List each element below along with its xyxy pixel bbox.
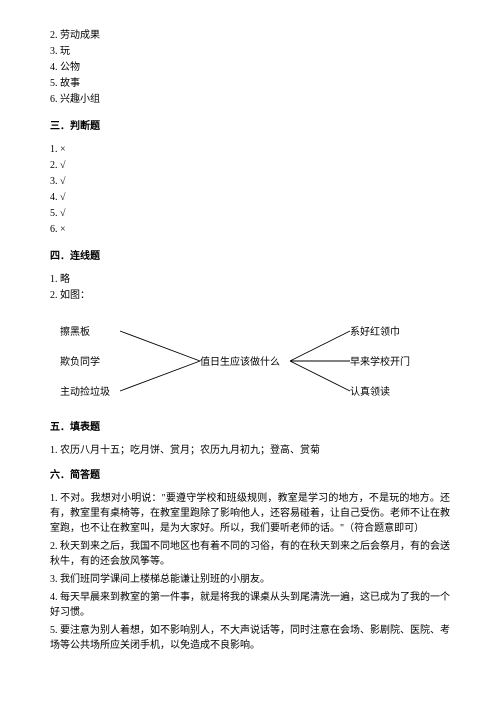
match-diagram: 擦黑板 欺负同学 主动捡垃圾 值日生应该做什么 系好红领巾 早来学校开门 认真领… — [50, 315, 450, 410]
item-text: 玩 — [60, 46, 70, 57]
list-item: 6. × — [50, 222, 450, 237]
section6-title: 六．简答题 — [50, 468, 450, 483]
judge-mark: √ — [60, 176, 66, 187]
answer-para: 4. 每天早晨来到教室的第一件事，就是将我的课桌从头到尾清洗一遍，这已成为了我的… — [50, 590, 450, 620]
answer-para: 1. 不对。我想对小明说："要遵守学校和班级规则，教室是学习的地方，不是玩的地方… — [50, 491, 450, 536]
item-text: 兴趣小组 — [60, 94, 100, 105]
item-num: 5. — [50, 208, 58, 219]
section4-title: 四．连线题 — [50, 249, 450, 264]
item-text: 故事 — [60, 78, 80, 89]
item-num: 3. — [50, 176, 58, 187]
list-item: 1. 略 — [50, 272, 450, 287]
item-num: 2. — [50, 160, 58, 171]
section5-title: 五．填表题 — [50, 420, 450, 435]
match-list: 1. 略 2. 如图： — [50, 272, 450, 303]
judge-mark: × — [60, 144, 66, 155]
item-num: 1. — [50, 144, 58, 155]
item-text: 公物 — [60, 62, 80, 73]
diag-left-label: 擦黑板 — [60, 325, 90, 340]
list-item: 2. 如图： — [50, 288, 450, 303]
item-num: 4. — [50, 62, 58, 73]
diag-right-label: 系好红领巾 — [350, 325, 400, 340]
diag-right-label: 早来学校开门 — [350, 355, 410, 370]
list-item: 5. √ — [50, 206, 450, 221]
fill-line: 1. 农历八月十五；吃月饼、赏月；农历九月初九；登高、赏菊 — [50, 443, 450, 458]
diag-left-label: 主动捡垃圾 — [60, 385, 110, 400]
list-item: 5. 故事 — [50, 76, 450, 91]
judge-mark: √ — [60, 160, 66, 171]
diag-line — [290, 361, 350, 391]
list-item: 3. 玩 — [50, 44, 450, 59]
answer-para: 2. 秋天到来之后，我国不同地区也有着不同的习俗，有的在秋天到来之后会祭月，有的… — [50, 539, 450, 569]
answer-para: 5. 要注意为别人着想，如不影响别人，不大声说话等，同时注意在会场、影剧院、医院… — [50, 623, 450, 653]
list-item: 4. √ — [50, 190, 450, 205]
diag-line — [290, 331, 350, 361]
item-num: 5. — [50, 78, 58, 89]
judge-mark: √ — [60, 192, 66, 203]
list-item: 2. √ — [50, 158, 450, 173]
judge-mark: × — [60, 224, 66, 235]
diag-left-label: 欺负同学 — [60, 355, 100, 370]
diag-line — [120, 361, 200, 391]
item-num: 3. — [50, 46, 58, 57]
item-num: 6. — [50, 224, 58, 235]
item-num: 2. — [50, 30, 58, 41]
judge-mark: √ — [60, 208, 66, 219]
top-list: 2. 劳动成果 3. 玩 4. 公物 5. 故事 6. 兴趣小组 — [50, 28, 450, 107]
diag-center-label: 值日生应该做什么 — [200, 355, 280, 370]
list-item: 1. × — [50, 142, 450, 157]
list-item: 2. 劳动成果 — [50, 28, 450, 43]
item-num: 4. — [50, 192, 58, 203]
section3-title: 三．判断题 — [50, 119, 450, 134]
judge-list: 1. × 2. √ 3. √ 4. √ 5. √ 6. × — [50, 142, 450, 237]
list-item: 3. √ — [50, 174, 450, 189]
diag-right-label: 认真领读 — [350, 385, 390, 400]
list-item: 4. 公物 — [50, 60, 450, 75]
answer-para: 3. 我们班同学课间上楼梯总能谦让别班的小朋友。 — [50, 572, 450, 587]
list-item: 6. 兴趣小组 — [50, 92, 450, 107]
item-text: 劳动成果 — [60, 30, 100, 41]
diag-line — [120, 331, 200, 361]
item-num: 6. — [50, 94, 58, 105]
